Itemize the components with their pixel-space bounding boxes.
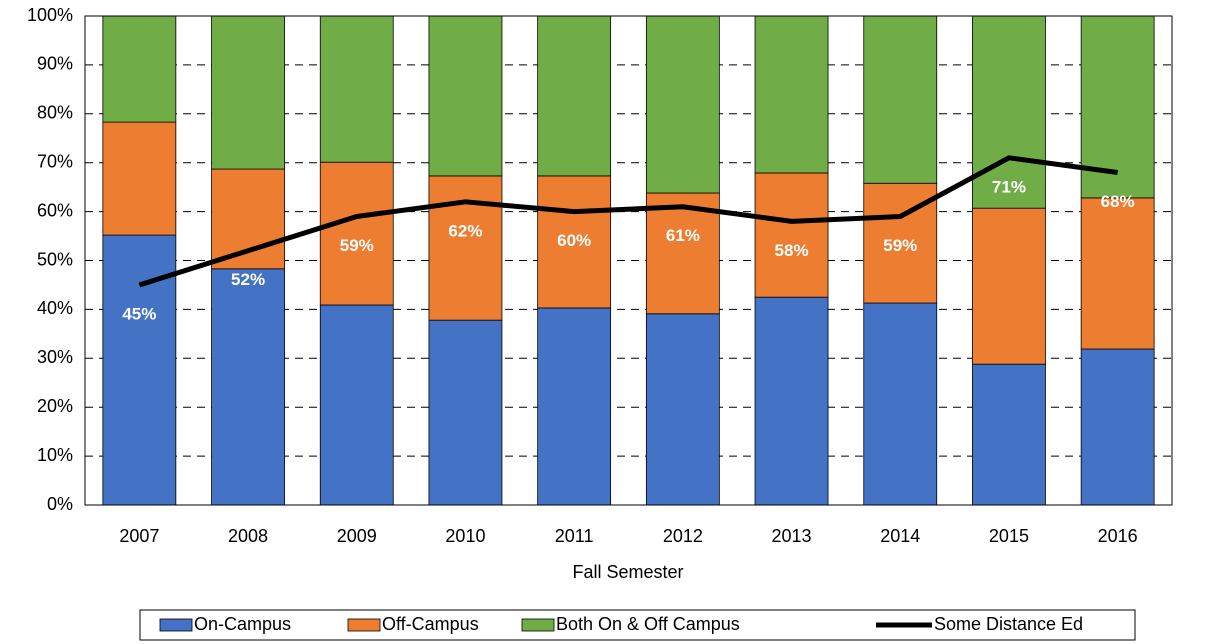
data-label: 45% — [122, 304, 156, 323]
legend-label: Off-Campus — [382, 614, 479, 634]
x-tick-label: 2007 — [119, 526, 159, 546]
bar — [863, 302, 938, 506]
legend-box — [139, 609, 1136, 641]
line — [138, 155, 1118, 288]
bar — [211, 168, 285, 270]
bar — [211, 15, 285, 170]
bar — [428, 175, 503, 321]
bar — [319, 304, 394, 506]
data-label: 62% — [448, 221, 482, 240]
data-label: 58% — [775, 241, 809, 260]
y-tick-label: 100% — [27, 5, 73, 25]
plot-border — [84, 15, 1173, 506]
y-tick-label: 50% — [37, 249, 73, 269]
bar — [1080, 348, 1155, 506]
bar — [537, 15, 612, 177]
x-tick-label: 2014 — [880, 526, 920, 546]
y-tick-label: 10% — [37, 445, 73, 465]
x-tick-label: 2009 — [337, 526, 377, 546]
y-tick-label: 40% — [37, 298, 73, 318]
x-axis-label: Fall Semester — [572, 562, 683, 582]
data-label: 52% — [231, 270, 265, 289]
x-tick-label: 2008 — [228, 526, 268, 546]
x-tick-label: 2016 — [1098, 526, 1138, 546]
bar — [645, 313, 720, 506]
data-label: 71% — [992, 177, 1026, 196]
bar — [972, 363, 1046, 506]
x-tick-label: 2010 — [445, 526, 485, 546]
bar — [645, 192, 720, 315]
data-label: 59% — [883, 236, 917, 255]
y-tick-label: 30% — [37, 347, 73, 367]
x-tick-label: 2015 — [989, 526, 1029, 546]
data-label: 61% — [666, 226, 700, 245]
bar — [102, 15, 177, 123]
bar — [972, 207, 1046, 365]
y-tick-label: 20% — [37, 396, 73, 416]
legend-label: Some Distance Ed — [934, 614, 1083, 634]
bar — [319, 161, 394, 306]
bar — [972, 15, 1046, 209]
legend-swatch — [159, 618, 193, 632]
legend-label: On-Campus — [194, 614, 291, 634]
legend-label: Both On & Off Campus — [556, 614, 740, 634]
y-tick-label: 70% — [37, 151, 73, 171]
bar — [645, 15, 720, 194]
bar — [537, 307, 612, 506]
bar — [428, 15, 503, 177]
bar — [754, 296, 829, 506]
x-tick-label: 2011 — [555, 526, 594, 546]
y-tick-label: 80% — [37, 103, 73, 123]
bar — [754, 172, 829, 298]
bar — [102, 121, 177, 236]
bar — [211, 268, 285, 506]
bar — [102, 234, 177, 506]
bar — [319, 15, 394, 163]
legend-swatch — [521, 618, 555, 632]
y-tick-label: 0% — [47, 494, 73, 514]
data-label: 60% — [557, 231, 591, 250]
x-tick-label: 2013 — [772, 526, 812, 546]
bar — [428, 319, 503, 506]
x-tick-label: 2012 — [663, 526, 703, 546]
y-tick-label: 60% — [37, 200, 73, 220]
bar — [863, 15, 938, 184]
data-label: 68% — [1101, 192, 1135, 211]
bar — [1080, 197, 1155, 350]
data-label: 59% — [340, 236, 374, 255]
bar — [754, 15, 829, 174]
legend-swatch — [347, 618, 381, 632]
y-tick-label: 90% — [37, 54, 73, 74]
